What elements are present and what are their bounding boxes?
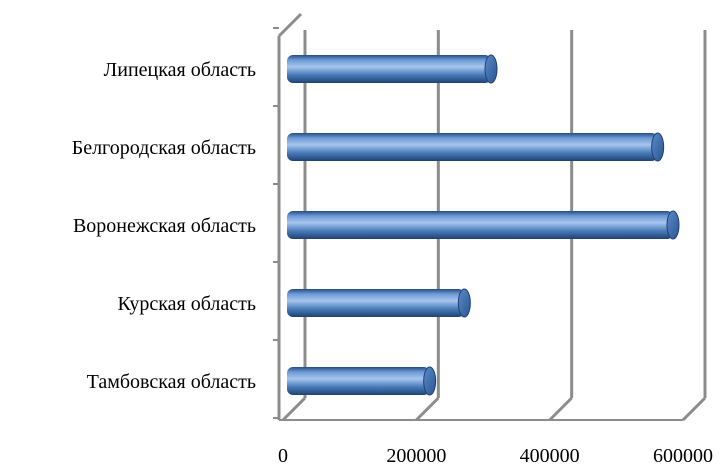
bar	[287, 210, 680, 240]
bar-cap	[423, 366, 437, 396]
category-label: Курская область	[118, 293, 256, 315]
bar-cap	[457, 288, 471, 318]
floor-gridline	[415, 396, 440, 422]
axes	[273, 12, 683, 421]
bar-body	[287, 55, 491, 83]
bar-cap	[666, 210, 680, 240]
bar	[287, 54, 498, 84]
floor-gridline	[281, 396, 307, 422]
x-tick-label: 400000	[520, 445, 580, 467]
bar-body	[287, 289, 465, 317]
category-labels: Липецкая область Белгородская область Воро…	[72, 59, 256, 393]
floor-gridline	[548, 396, 573, 422]
x-tick-labels: 0 200000 400000 600000	[278, 445, 713, 467]
bars	[287, 54, 680, 396]
category-label: Липецкая область	[104, 59, 256, 81]
bar-body	[287, 133, 658, 161]
bar-cap	[484, 54, 498, 84]
bar	[287, 366, 437, 396]
x-tick-label: 600000	[653, 445, 713, 467]
floor-gridline	[681, 396, 707, 422]
category-label: Воронежская область	[73, 215, 256, 237]
bar	[287, 288, 471, 318]
category-label: Тамбовская область	[87, 371, 256, 393]
y-axis-depth-line	[277, 12, 303, 38]
bar-body	[287, 211, 673, 239]
bar-body	[287, 367, 430, 395]
bar-cap	[651, 132, 665, 162]
x-tick-label: 0	[278, 445, 288, 467]
bar	[287, 132, 665, 162]
x-tick-label: 200000	[386, 445, 446, 467]
category-label: Белгородская область	[72, 137, 256, 159]
